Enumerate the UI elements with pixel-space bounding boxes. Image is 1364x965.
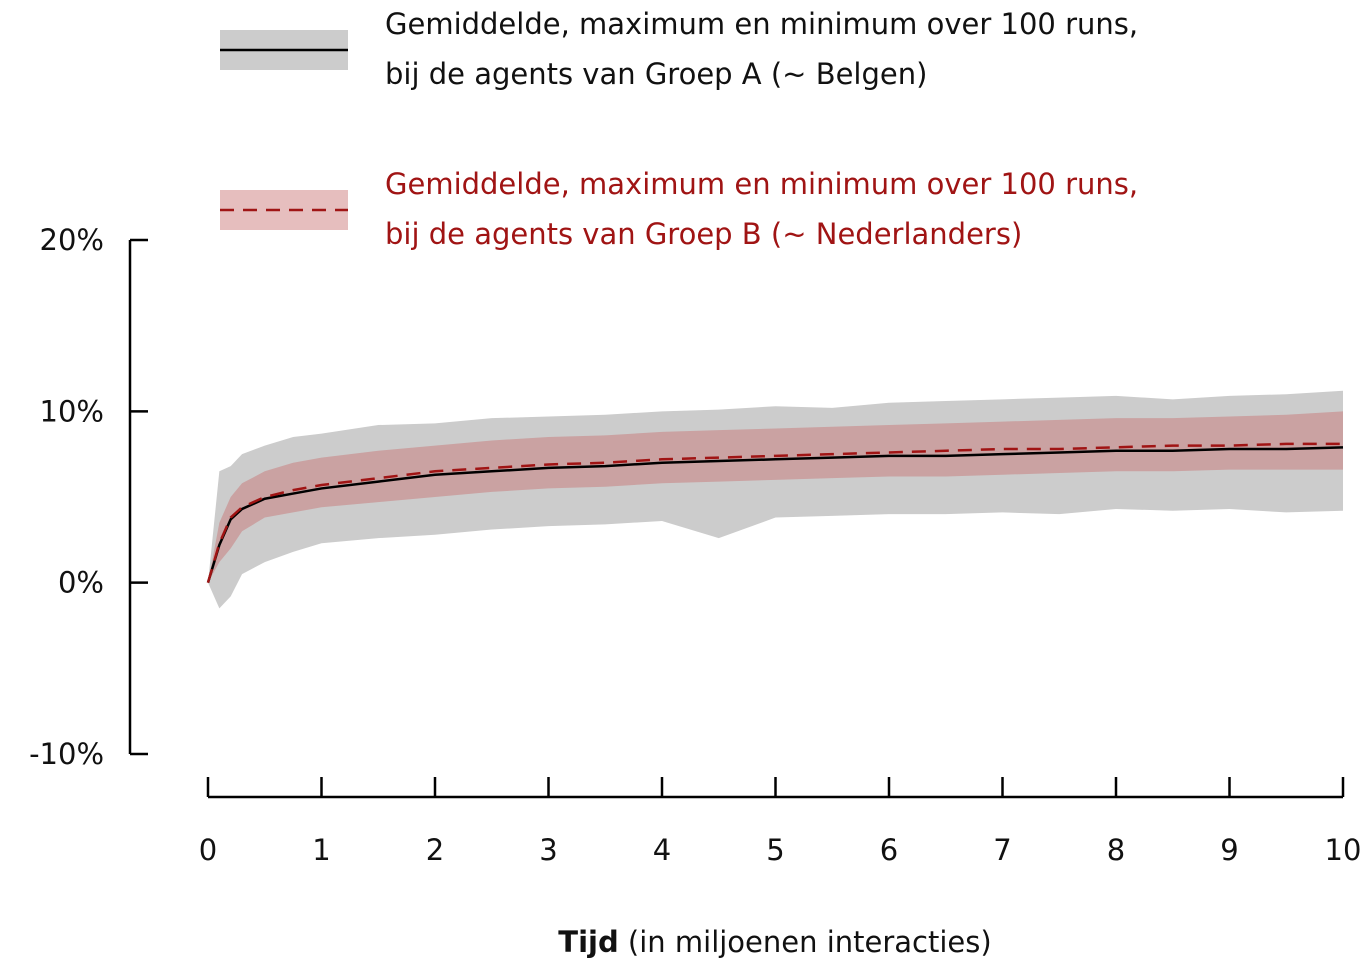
y-tick-label: 0% bbox=[58, 566, 104, 600]
mean-line bbox=[206, 446, 1344, 584]
x-tick-label: 0 bbox=[199, 833, 217, 867]
x-tick-label: 1 bbox=[312, 833, 330, 867]
x-tick-label: 9 bbox=[1220, 833, 1238, 867]
y-tick-label: 20% bbox=[40, 223, 104, 257]
band bbox=[208, 411, 1343, 583]
legend-swatch bbox=[220, 190, 348, 230]
x-tick-label: 4 bbox=[653, 833, 671, 867]
y-tick-label: 10% bbox=[40, 394, 104, 428]
x-label-rest: (in miljoenen interacties) bbox=[628, 925, 992, 959]
x-tick-label: 7 bbox=[993, 833, 1011, 867]
y-tick-label: -10% bbox=[29, 737, 104, 771]
x-tick-label: 8 bbox=[1107, 833, 1125, 867]
legend-label: bij de agents van Groep A (~ Belgen) bbox=[385, 57, 927, 91]
legend-label: Gemiddelde, maximum en minimum over 100 … bbox=[385, 167, 1138, 201]
x-tick-label: 10 bbox=[1325, 833, 1362, 867]
x-tick-label: 6 bbox=[880, 833, 898, 867]
x-tick-label: 3 bbox=[539, 833, 557, 867]
legend-label: bij de agents van Groep B (~ Nederlander… bbox=[385, 217, 1022, 251]
x-tick-label: 2 bbox=[426, 833, 444, 867]
x-label-bold: Tijd bbox=[558, 925, 618, 959]
band bbox=[208, 390, 1343, 609]
x-axis-label: Tijd (in miljoenen interacties) bbox=[558, 925, 991, 959]
legend-label: Gemiddelde, maximum en minimum over 100 … bbox=[385, 7, 1138, 41]
x-tick-label: 5 bbox=[766, 833, 784, 867]
mean-line bbox=[206, 442, 1343, 584]
